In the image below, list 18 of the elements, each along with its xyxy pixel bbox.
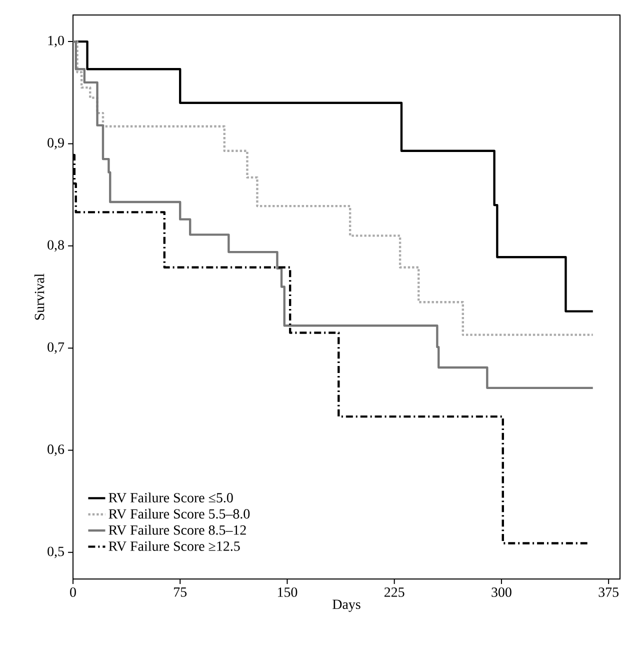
legend-label: RV Failure Score 5.5–8.0 xyxy=(108,508,250,519)
x-axis-title: Days xyxy=(332,600,360,612)
y-tick-label: 0,7 xyxy=(48,342,64,354)
y-tick-label: 0,8 xyxy=(48,240,64,252)
x-tick-label: 75 xyxy=(174,587,187,597)
y-axis-title: Survival xyxy=(34,274,44,320)
x-tick-label: 375 xyxy=(598,588,619,597)
x-tick-label: 150 xyxy=(278,587,298,597)
x-tick-label: 225 xyxy=(384,588,404,597)
legend-label: RV Failure Score ≥12.5 xyxy=(108,541,240,551)
legend-label: RV Failure Score ≤5.0 xyxy=(108,492,233,503)
y-tick-label: 0,6 xyxy=(48,444,64,456)
x-tick-label: 0 xyxy=(70,587,76,597)
y-tick-label: 0,5 xyxy=(48,546,64,558)
legend-label: RV Failure Score 8.5–12 xyxy=(108,524,246,535)
x-tick-label: 300 xyxy=(492,587,512,597)
y-tick-label: 0,9 xyxy=(48,138,64,150)
y-tick-label: 1,0 xyxy=(48,36,64,48)
